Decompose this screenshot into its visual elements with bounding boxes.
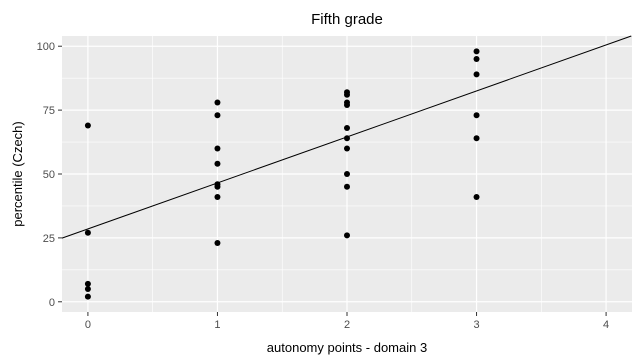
data-point: [84, 293, 91, 300]
trend-line: [61, 35, 632, 239]
data-point: [473, 71, 480, 78]
y-axis-ticks: 0 25 50 75 100: [37, 41, 62, 309]
data-point: [214, 240, 221, 246]
data-points: [84, 48, 480, 300]
y-tick-label: 25: [43, 233, 55, 245]
data-point: [473, 56, 480, 62]
data-point: [84, 280, 91, 287]
x-axis-ticks: 0 1 2 3 4: [85, 312, 609, 331]
data-point: [344, 145, 350, 152]
x-tick-label: 2: [344, 319, 350, 331]
x-tick-label: 1: [214, 319, 220, 331]
data-point: [214, 99, 221, 106]
y-tick-label: 100: [37, 41, 55, 53]
data-point: [344, 102, 350, 108]
data-point: [344, 171, 350, 177]
data-point: [214, 194, 221, 200]
data-point: [473, 194, 480, 200]
x-tick-label: 3: [473, 319, 479, 331]
trend-line-group: [61, 35, 632, 239]
data-point: [214, 183, 221, 190]
chart-title: Fifth grade: [311, 11, 383, 28]
data-point: [473, 48, 480, 55]
data-point: [473, 112, 480, 119]
data-point: [344, 125, 350, 131]
data-point: [84, 286, 91, 292]
data-point: [214, 160, 221, 167]
data-point: [344, 232, 350, 239]
data-point: [473, 135, 480, 142]
data-point: [344, 91, 350, 98]
x-tick-label: 4: [603, 319, 609, 331]
x-axis-label: autonomy points - domain 3: [267, 340, 427, 355]
data-point: [214, 145, 221, 152]
y-tick-label: 75: [43, 105, 55, 117]
y-axis-label: percentile (Czech): [10, 121, 25, 227]
y-tick-label: 50: [43, 169, 55, 181]
y-tick-label: 0: [49, 297, 55, 309]
data-point: [344, 183, 350, 190]
data-point: [214, 112, 221, 119]
data-point: [84, 229, 91, 236]
data-point: [84, 122, 91, 129]
x-tick-label: 0: [85, 319, 91, 331]
